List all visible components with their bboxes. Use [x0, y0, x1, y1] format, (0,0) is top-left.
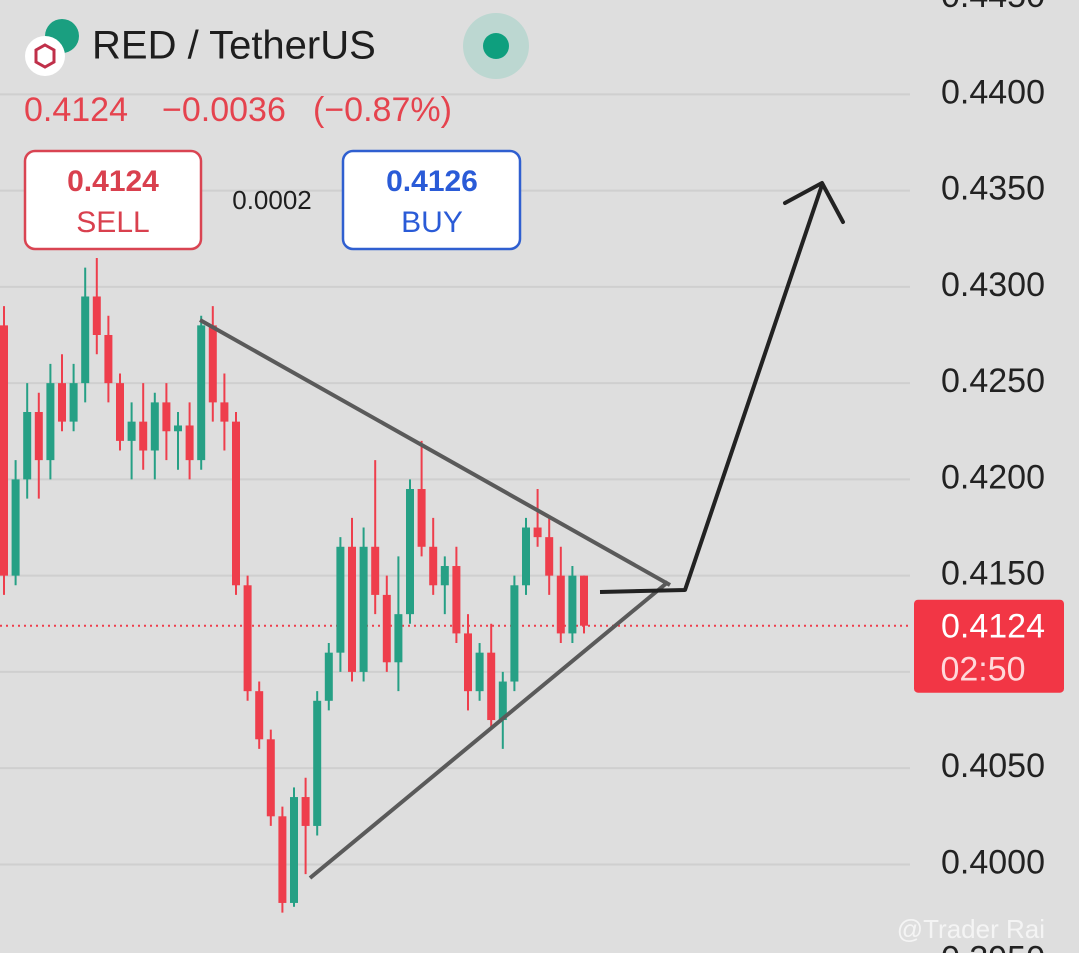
candle-body: [568, 575, 577, 634]
candle-body: [23, 412, 32, 480]
buy-label[interactable]: BUY: [401, 206, 463, 239]
y-tick-label: 0.4200: [941, 458, 1045, 496]
candle-body: [208, 325, 217, 403]
sell-box[interactable]: [23, 149, 203, 251]
candle-body: [278, 816, 287, 903]
candle-body: [243, 585, 252, 692]
candle-body: [475, 652, 484, 692]
y-tick-label: 0.4300: [941, 266, 1045, 304]
price-tag: 0.4124 02:50: [914, 599, 1064, 693]
price-tag-value: 0.4124: [941, 608, 1045, 646]
candle-body: [220, 402, 229, 422]
candle-body: [510, 585, 519, 682]
candle-body: [104, 334, 113, 384]
candle-body: [545, 537, 554, 576]
candle-body: [359, 546, 368, 672]
candle-body: [162, 402, 171, 432]
candle-body: [58, 383, 66, 422]
y-tick-label: 0.4000: [941, 843, 1045, 881]
candle-body: [394, 614, 403, 663]
y-tick-label: 0.4050: [941, 747, 1045, 785]
candle-body: [324, 652, 333, 701]
candle-body: [232, 421, 240, 586]
candle-body: [69, 383, 78, 422]
candle-body: [580, 575, 588, 626]
sell-price[interactable]: 0.4124: [67, 165, 159, 198]
candles: [0, 257, 588, 913]
arrow-head: [783, 181, 845, 224]
candle-body: [174, 425, 182, 432]
spread: 0.0002: [232, 185, 312, 215]
base-icon: [25, 36, 65, 76]
candle-body: [336, 546, 345, 653]
watermark: @Trader Rai: [897, 914, 1045, 944]
buy-button[interactable]: 0.4126 BUY: [341, 149, 522, 251]
candle-body: [452, 566, 461, 634]
candle-body: [116, 383, 124, 441]
quote-price: 0.4124: [24, 91, 128, 129]
candle-body: [429, 546, 438, 586]
candle-body: [556, 575, 565, 634]
buy-price[interactable]: 0.4126: [386, 165, 478, 198]
candle-body: [348, 546, 356, 672]
candle-body: [290, 797, 298, 903]
y-tick-label: 0.4250: [941, 362, 1045, 400]
candle-body: [417, 489, 426, 547]
candle-body: [522, 527, 530, 586]
candle-body: [185, 425, 194, 461]
price-tag-box: [914, 599, 1064, 693]
candle-body: [11, 479, 20, 576]
y-tick-label: 0.4450: [941, 0, 1045, 15]
y-tick-label: 0.3950: [941, 940, 1045, 953]
candle-body: [440, 566, 449, 586]
candle-body: [313, 700, 322, 826]
base-icon-glyph: [34, 43, 56, 69]
candle-body: [81, 296, 90, 384]
candle-body: [34, 412, 43, 461]
candle-body: [301, 797, 310, 826]
candle-body: [92, 296, 101, 335]
candle-body: [127, 421, 136, 441]
symbol-title: RED / TetherUS: [92, 24, 376, 68]
candle-body: [406, 489, 414, 615]
candle-body: [498, 681, 507, 721]
price-tag-countdown: 02:50: [940, 651, 1025, 689]
quote-change: −0.0036: [162, 91, 286, 129]
candle-body: [533, 527, 542, 538]
trend-line-lower: [308, 580, 670, 880]
sell-label[interactable]: SELL: [76, 206, 149, 239]
candle-body: [197, 325, 206, 461]
sell-button[interactable]: 0.4124 SELL: [23, 149, 203, 251]
market-status-dot: [483, 33, 509, 59]
candle-body: [46, 383, 55, 461]
y-tick-label: 0.4350: [941, 170, 1045, 208]
y-tick-label: 0.4150: [941, 555, 1045, 593]
candle-body: [0, 325, 8, 576]
candle-body: [255, 691, 264, 740]
trend-line-upper: [199, 318, 671, 587]
breakout-arrow: [599, 184, 824, 594]
candle-body: [371, 546, 380, 595]
candle-body: [150, 402, 159, 451]
candle-body: [382, 594, 391, 663]
candle-body: [266, 739, 275, 817]
candle-body: [139, 421, 148, 451]
candle-body: [487, 652, 496, 721]
quote-change-pct: (−0.87%): [313, 91, 452, 129]
candle-body: [464, 633, 472, 692]
buy-box[interactable]: [341, 149, 522, 251]
y-tick-label: 0.4400: [941, 73, 1045, 111]
